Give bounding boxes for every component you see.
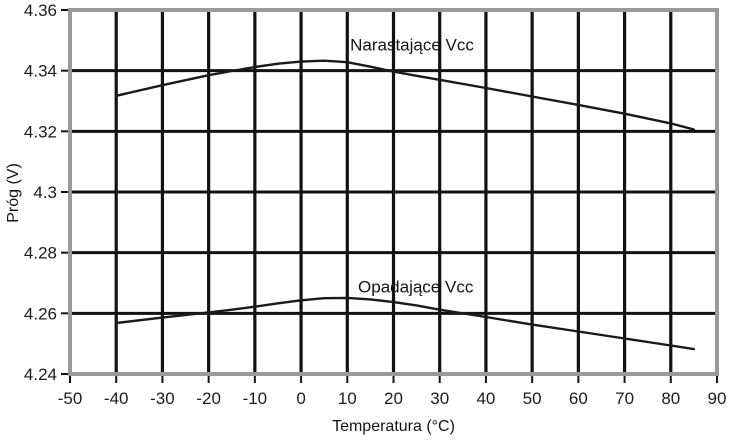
series-line-1	[115, 296, 696, 351]
x-tick-label: 50	[523, 389, 542, 408]
series-label-rising-vcc: Narastające Vcc	[350, 35, 474, 55]
x-tick-label: -10	[243, 389, 268, 408]
y-tick-label: 4.28	[24, 244, 57, 263]
x-tick-label: -30	[150, 389, 175, 408]
y-axis-title: Próg (V)	[5, 163, 22, 223]
series-label-falling-vcc: Opadające Vcc	[358, 277, 474, 297]
x-tick-label: 60	[569, 389, 588, 408]
y-tick-label: 4.34	[24, 62, 57, 81]
series-line-0	[115, 59, 696, 131]
y-tick-label: 4.32	[24, 122, 57, 141]
y-tick-label: 4.36	[24, 1, 57, 20]
x-tick-label: 0	[296, 389, 305, 408]
x-tick-label: 70	[615, 389, 634, 408]
x-tick-label: -20	[196, 389, 221, 408]
x-tick-label: 90	[708, 389, 727, 408]
x-axis-title: Temperatura (°C)	[332, 418, 455, 435]
x-tick-label: -40	[104, 389, 129, 408]
y-tick-label: 4.24	[24, 365, 57, 384]
x-tick-label: 80	[661, 389, 680, 408]
y-tick-label: 4.26	[24, 304, 57, 323]
x-tick-label: 40	[476, 389, 495, 408]
plot-frame	[68, 8, 719, 376]
x-tick-label: 30	[430, 389, 449, 408]
x-tick-label: 20	[384, 389, 403, 408]
x-tick-label: 10	[338, 389, 357, 408]
x-tick-label: -50	[58, 389, 83, 408]
y-tick-label: 4.3	[33, 183, 57, 202]
